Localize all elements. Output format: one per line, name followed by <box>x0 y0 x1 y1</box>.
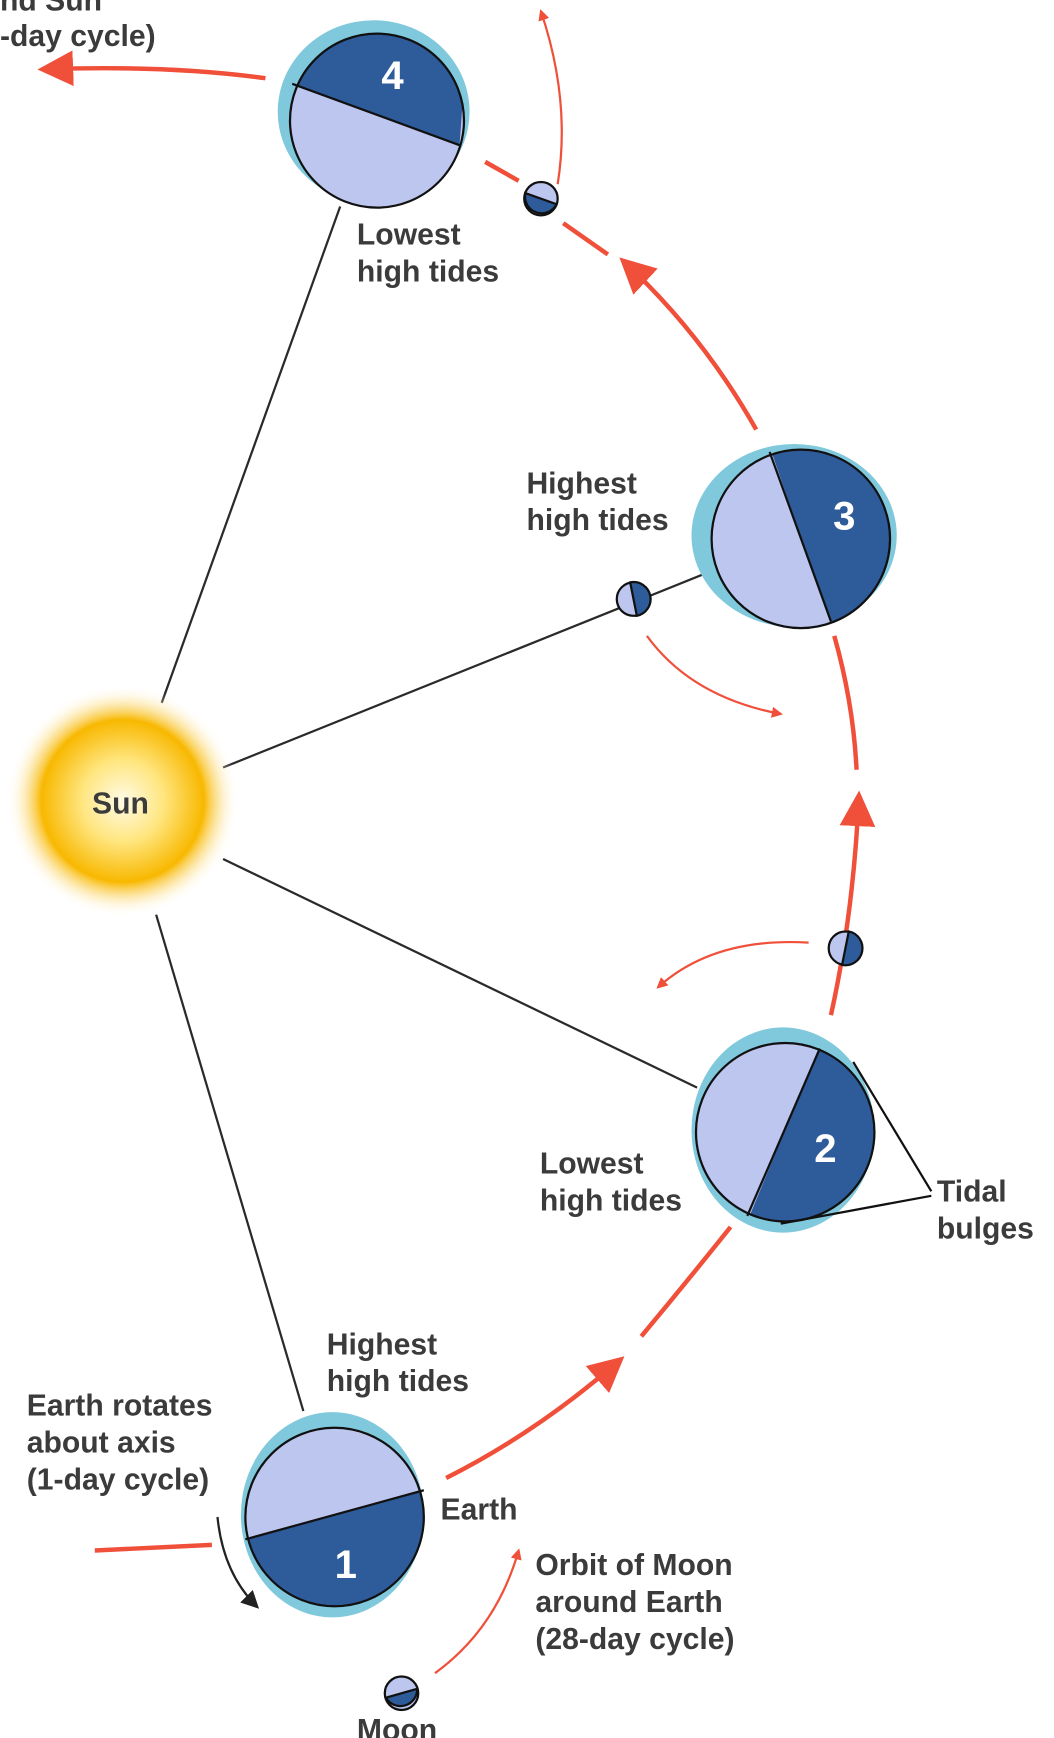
earth-2: 2 <box>692 1027 882 1232</box>
orbit-segment <box>95 1545 212 1551</box>
ray <box>156 915 303 1411</box>
label: nd Sun <box>0 0 102 17</box>
caption: Highest <box>526 467 636 500</box>
earth-1: 1 <box>234 1412 435 1617</box>
earth-3: 3 <box>692 441 904 628</box>
label: Earth <box>441 1493 518 1526</box>
moon-orbit-arrow <box>541 11 562 184</box>
label: Moon <box>357 1714 437 1738</box>
caption: high tides <box>526 504 668 537</box>
orbit-segment <box>45 68 266 78</box>
moon-orbit-arrow <box>658 942 809 987</box>
tides-diagram: 4 3 2 1 nd Sun -day cycle) Lowest high t… <box>0 0 1054 1738</box>
ray <box>162 206 340 702</box>
earth-number: 3 <box>833 493 855 538</box>
label: about axis <box>27 1426 176 1459</box>
label: (1-day cycle) <box>27 1463 209 1496</box>
caption: Lowest <box>357 219 461 252</box>
sun-label: Sun <box>92 787 149 820</box>
orbit-segment <box>831 798 859 1015</box>
earth-number: 4 <box>381 53 404 98</box>
caption: high tides <box>540 1184 682 1217</box>
label: Earth rotates <box>27 1390 213 1423</box>
orbit-segment <box>485 162 518 181</box>
label: Orbit of Moon <box>535 1549 732 1582</box>
label: bulges <box>937 1212 1034 1245</box>
earth-number: 2 <box>814 1126 836 1171</box>
ray <box>223 859 697 1088</box>
label: Tidal <box>937 1176 1007 1209</box>
moon-orbit-arrow <box>435 1550 519 1673</box>
caption: Lowest <box>540 1148 644 1181</box>
orbit-segment <box>446 1361 619 1478</box>
earth-4: 4 <box>278 20 470 207</box>
label: (28-day cycle) <box>535 1623 734 1656</box>
caption: Highest <box>327 1328 437 1361</box>
moons <box>385 182 863 1710</box>
caption: high tides <box>327 1365 469 1398</box>
earth-number: 1 <box>335 1542 357 1587</box>
orbit-segment <box>834 636 856 770</box>
orbit-segment <box>641 1227 730 1336</box>
label: -day cycle) <box>0 20 156 53</box>
moon-orbit-arrow <box>647 636 781 714</box>
orbit-segment <box>625 262 757 429</box>
orbit-segment <box>563 223 608 254</box>
caption: high tides <box>357 255 499 288</box>
label: around Earth <box>535 1586 722 1619</box>
